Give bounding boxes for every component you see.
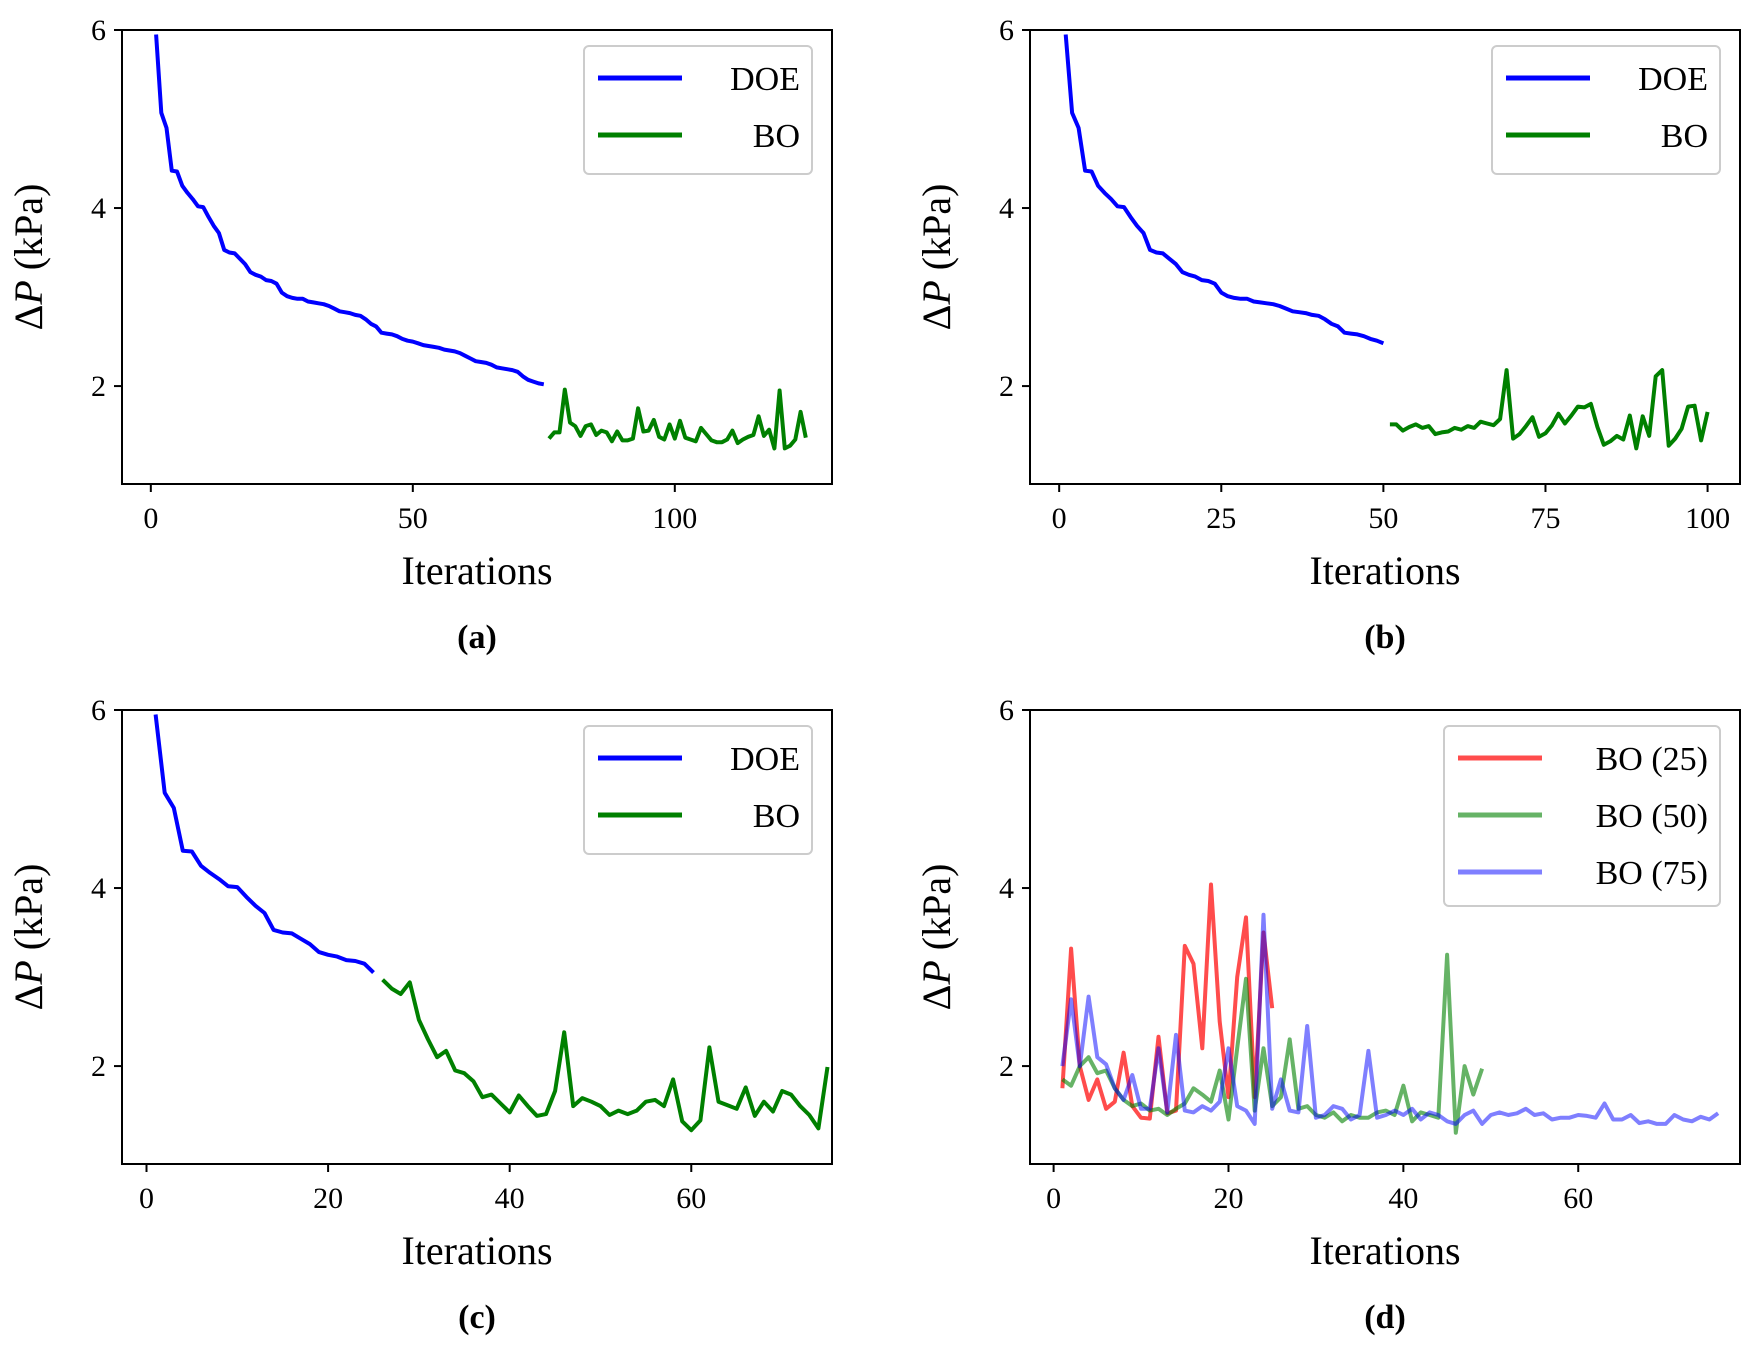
- axes-frame: [121, 29, 833, 485]
- y-axis-label-variable: P: [6, 960, 51, 985]
- series-line-doe: [1063, 34, 1385, 346]
- x-tick-label: 25: [1206, 502, 1236, 535]
- legend-label: BO: [1661, 118, 1708, 155]
- x-tick-label: 60: [1563, 1182, 1593, 1215]
- series-line-bo: [1389, 368, 1710, 451]
- x-axis-label: Iterations: [401, 548, 552, 593]
- y-axis-label-variable: P: [914, 280, 959, 305]
- y-axis-label-prefix: Δ: [914, 985, 959, 1011]
- y-axis-label-unit: (kPa): [6, 864, 51, 961]
- x-tick-label: 60: [676, 1182, 706, 1215]
- legend: DOE BO: [583, 45, 813, 175]
- y-tick-label: 4: [999, 872, 1014, 905]
- panel-label: (c): [458, 1299, 496, 1336]
- legend-label: BO (75): [1596, 855, 1708, 892]
- plot-area: [153, 714, 830, 1133]
- y-axis-label-prefix: Δ: [6, 305, 51, 331]
- x-tick-label: 100: [1685, 502, 1730, 535]
- x-tick-label: 40: [495, 1182, 525, 1215]
- x-tick-label: 75: [1530, 502, 1560, 535]
- series-line-bo: [547, 387, 808, 451]
- y-tick-label: 6: [999, 694, 1014, 727]
- legend-label: DOE: [730, 61, 800, 98]
- axes-frame: [1029, 709, 1741, 1165]
- chart-panel-1: 0 25 50 75 100 2 4 6 Iterations ΔP (kPa) (b) DOE BO: [914, 14, 1741, 656]
- series-line-bo: [381, 978, 830, 1133]
- series-line-doe: [154, 34, 545, 387]
- panel-label: (d): [1364, 1299, 1406, 1336]
- x-tick-label: 20: [1213, 1182, 1243, 1215]
- y-axis-label: ΔP (kPa): [6, 184, 51, 331]
- x-tick-label: 50: [398, 502, 428, 535]
- plot-area: [1063, 34, 1710, 451]
- y-axis-label-unit: (kPa): [914, 864, 959, 961]
- panel-label: (a): [457, 619, 497, 656]
- plot-area: [154, 34, 808, 451]
- y-tick-label: 6: [999, 14, 1014, 47]
- y-axis-label: ΔP (kPa): [914, 864, 959, 1011]
- legend-label: BO: [753, 798, 800, 835]
- legend-frame: [1443, 725, 1721, 907]
- legend-label: BO (25): [1596, 741, 1708, 778]
- series-line-bo-25: [1060, 882, 1275, 1121]
- panel-label: (b): [1364, 619, 1406, 656]
- series-line-bo-75: [1060, 912, 1720, 1126]
- legend: BO (25) BO (50) BO (75): [1443, 725, 1721, 907]
- x-axis-label: Iterations: [1309, 548, 1460, 593]
- y-tick-label: 6: [91, 14, 106, 47]
- x-tick-label: 0: [1052, 502, 1067, 535]
- y-axis-label-unit: (kPa): [914, 184, 959, 281]
- y-axis-label-prefix: Δ: [914, 305, 959, 331]
- x-axis-label: Iterations: [401, 1228, 552, 1273]
- y-tick-label: 6: [91, 694, 106, 727]
- x-tick-label: 50: [1368, 502, 1398, 535]
- series-line-doe: [153, 714, 375, 975]
- x-tick-label: 0: [143, 502, 158, 535]
- x-tick-label: 0: [139, 1182, 154, 1215]
- x-tick-label: 100: [652, 502, 697, 535]
- axes-frame: [121, 709, 833, 1165]
- y-axis-label-unit: (kPa): [6, 184, 51, 281]
- legend: DOE BO: [1491, 45, 1721, 175]
- axes-frame: [1029, 29, 1741, 485]
- x-axis-label: Iterations: [1309, 1228, 1460, 1273]
- plot-area: [1060, 882, 1720, 1135]
- legend-label: BO (50): [1596, 798, 1708, 835]
- y-tick-label: 4: [91, 872, 106, 905]
- legend: DOE BO: [583, 725, 813, 855]
- y-tick-label: 4: [91, 192, 106, 225]
- y-tick-label: 2: [999, 370, 1014, 403]
- y-axis-label-variable: P: [6, 280, 51, 305]
- y-tick-label: 2: [91, 1050, 106, 1083]
- y-tick-label: 2: [91, 370, 106, 403]
- y-tick-label: 2: [999, 1050, 1014, 1083]
- y-axis-label-prefix: Δ: [6, 985, 51, 1011]
- x-tick-label: 0: [1046, 1182, 1061, 1215]
- x-tick-label: 20: [313, 1182, 343, 1215]
- chart-panel-2: 0 20 40 60 2 4 6 Iterations ΔP (kPa) (c) DOE BO: [6, 694, 833, 1336]
- legend-label: DOE: [1638, 61, 1708, 98]
- legend-label: BO: [753, 118, 800, 155]
- x-tick-label: 40: [1388, 1182, 1418, 1215]
- y-axis-label: ΔP (kPa): [6, 864, 51, 1011]
- chart-panel-0: 0 50 100 2 4 6 Iterations ΔP (kPa) (a) DOE BO: [6, 14, 833, 656]
- y-axis-label: ΔP (kPa): [914, 184, 959, 331]
- legend-label: DOE: [730, 741, 800, 778]
- y-tick-label: 4: [999, 192, 1014, 225]
- y-axis-label-variable: P: [914, 960, 959, 985]
